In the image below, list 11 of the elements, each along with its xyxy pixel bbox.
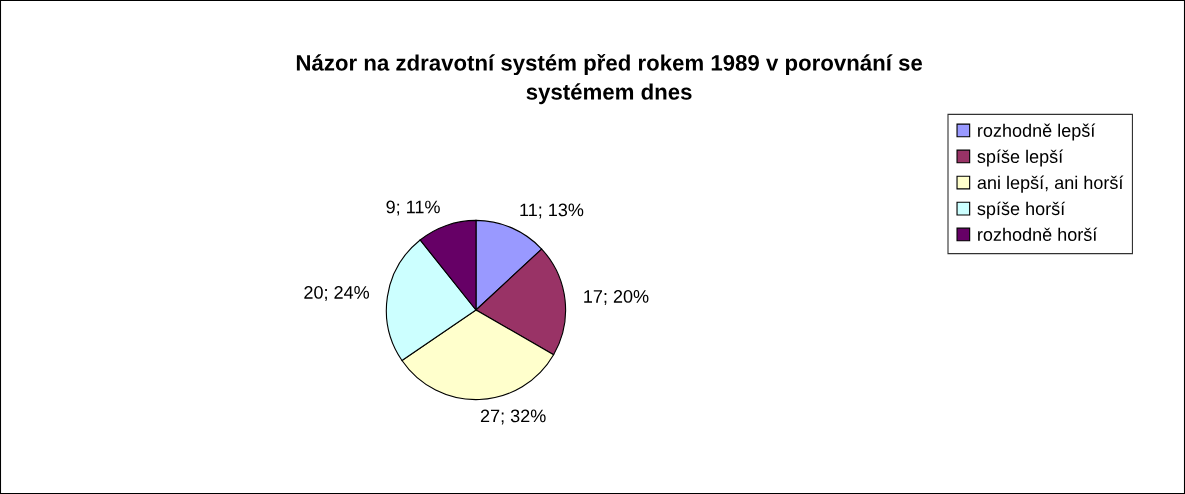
legend-label: rozhodně lepší [978,123,1096,141]
legend-label: spíše horší [977,201,1066,219]
data-label: 17; 20% [584,290,649,305]
data-label: 9; 11% [386,200,440,216]
data-label: 11; 13% [520,203,584,219]
legend-label: rozhodně horší [978,227,1098,241]
legend-label: spíše lepší [977,149,1064,167]
legend-label: ani lepší, ani horší [977,175,1124,193]
data-label: 20; 24% [304,286,370,301]
data-label: 27; 32% [480,409,546,425]
chart-title: Názor na zdravotní systém před rokem 1989 v porovnání se systémem dnes [296,53,923,105]
